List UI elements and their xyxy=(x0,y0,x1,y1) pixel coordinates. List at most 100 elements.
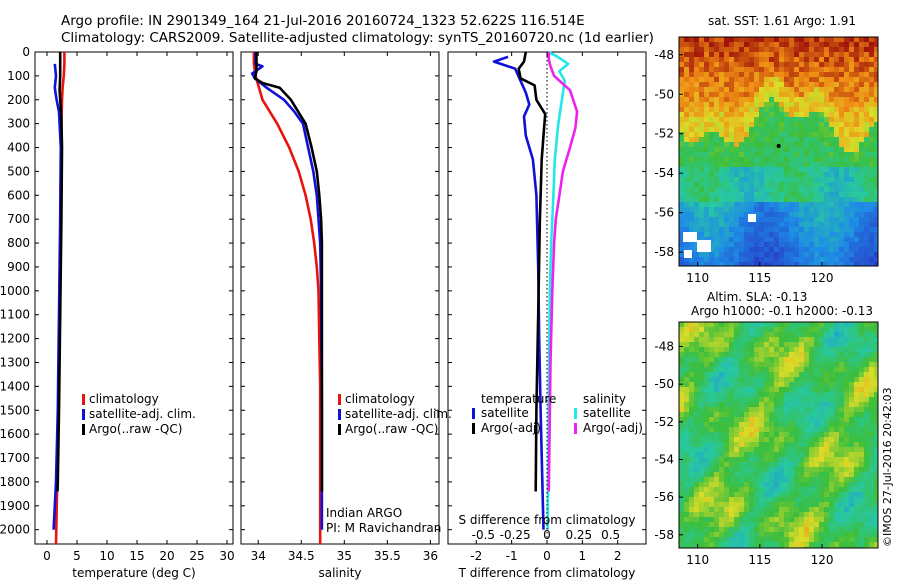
map-y-tick-label: -56 xyxy=(654,206,674,220)
map-frame xyxy=(678,321,879,549)
x-tick-label: -1 xyxy=(506,549,518,563)
map-y-tick-label: -54 xyxy=(654,452,674,466)
map-x-tick-label: 115 xyxy=(748,271,771,285)
map-x-tick-label: 120 xyxy=(811,553,834,567)
legend-swatch xyxy=(82,394,85,405)
y-tick-label: 1400 xyxy=(0,379,30,393)
y-tick-label: 1500 xyxy=(0,403,30,417)
x-tick-label: 0 xyxy=(543,549,551,563)
s-axis-label: S difference from climatology xyxy=(459,513,636,527)
series-line-2 xyxy=(546,50,570,530)
x-tick-label: 10 xyxy=(99,549,114,563)
series-line-2 xyxy=(253,52,324,492)
x-axis-label: salinity xyxy=(318,566,361,580)
s-tick-label: -0.25 xyxy=(500,528,531,542)
annotation-line2: PI: M Ravichandran xyxy=(326,521,441,535)
y-tick-label: 1100 xyxy=(0,308,30,322)
series-line-1 xyxy=(517,51,547,492)
legend-swatch xyxy=(574,423,577,434)
legend-label: Argo(..raw -QC) xyxy=(345,422,438,436)
legend-label: Argo(-adj) xyxy=(583,421,643,435)
map-mask xyxy=(684,250,692,258)
plot-frame xyxy=(240,51,440,545)
map-mask xyxy=(697,240,711,252)
y-tick-label: 1700 xyxy=(0,451,30,465)
y-tick-label: 1200 xyxy=(0,332,30,346)
s-tick-label: 0.5 xyxy=(601,528,620,542)
legend-swatch xyxy=(338,394,341,405)
annotation-line1: Indian ARGO xyxy=(326,506,402,520)
legend-label: Argo(..raw -QC) xyxy=(89,422,182,436)
map-x-tick-label: 115 xyxy=(748,553,771,567)
legend-swatch xyxy=(574,408,577,419)
s-tick-label: -0.5 xyxy=(472,528,495,542)
difference-from-climatology-panel: -2 -1 0 1 2 T difference from climatology -0.5… xyxy=(447,50,647,580)
legend-swatch xyxy=(82,409,85,420)
x-axis-label: T difference from climatology xyxy=(458,566,636,580)
x-tick-label: 1 xyxy=(579,549,587,563)
y-tick-label: 200 xyxy=(7,93,30,107)
y-tick-label: 1900 xyxy=(0,499,30,513)
legend-swatch xyxy=(472,423,475,434)
y-tick-label: 100 xyxy=(7,69,30,83)
y-tick-label: 1300 xyxy=(0,355,30,369)
s-tick-label: 0.25 xyxy=(565,528,592,542)
map-y-tick-label: -48 xyxy=(654,48,674,62)
map-y-tick-label: -50 xyxy=(654,87,674,101)
x-tick-label: 35.5 xyxy=(374,549,401,563)
y-tick-label: 300 xyxy=(7,117,30,131)
map-mask xyxy=(748,214,756,222)
salinity-profile-panel: 34 34.5 35 35.5 36 salinity xyxy=(240,51,440,580)
legend-label: satellite-adj. clim. xyxy=(345,407,452,421)
y-tick-label: 0 xyxy=(22,45,30,59)
chart-title-line2: Climatology: CARS2009. Satellite-adjuste… xyxy=(61,30,654,46)
x-tick-label: 34.5 xyxy=(288,549,315,563)
map-x-tick-label: 120 xyxy=(811,271,834,285)
chart-title-line1: Argo profile: IN 2901349_164 21-Jul-2016… xyxy=(61,13,585,29)
y-tick-label: 600 xyxy=(7,188,30,202)
x-tick-label: 15 xyxy=(129,549,144,563)
y-tick-label: 500 xyxy=(7,164,30,178)
legend-label: Argo(-adj) xyxy=(481,421,541,435)
x-axis-label: temperature (deg C) xyxy=(72,566,195,580)
sst-map-title: sat. SST: 1.61 Argo: 1.91 xyxy=(708,14,857,28)
y-tick-label: 900 xyxy=(7,260,30,274)
y-tick-label: 800 xyxy=(7,236,30,250)
series-line-3 xyxy=(547,52,579,492)
x-tick-label: 34 xyxy=(251,549,266,563)
y-tick-label: 2000 xyxy=(0,523,30,537)
sla-map: 110 115 120 -48 -50 -52 -54 -56 -58 xyxy=(654,321,879,567)
profile-location-marker xyxy=(776,144,781,149)
legend-title-temperature: temperature xyxy=(481,392,556,406)
x-tick-label: 25 xyxy=(189,549,204,563)
s-tick-label: 0 xyxy=(543,528,551,542)
series-line-1 xyxy=(250,52,324,530)
map-y-tick-label: -58 xyxy=(654,245,674,259)
map-y-tick-label: -56 xyxy=(654,490,674,504)
x-tick-label: 36 xyxy=(423,549,438,563)
legend-label: satellite xyxy=(481,406,529,420)
map-mask xyxy=(683,232,697,242)
map-x-tick-label: 110 xyxy=(686,553,709,567)
sla-map-title-line1: Altim. SLA: -0.13 xyxy=(707,290,808,304)
temperature-profile-panel: 0100200300400500600700800900100011001200… xyxy=(0,45,235,580)
legend-swatch xyxy=(338,409,341,420)
legend-label: satellite xyxy=(583,406,631,420)
x-tick-label: 20 xyxy=(159,549,174,563)
legend-title-salinity: salinity xyxy=(583,392,626,406)
series-line-0 xyxy=(252,52,322,544)
map-y-tick-label: -48 xyxy=(654,339,674,353)
sla-map-title-line2: Argo h1000: -0.1 h2000: -0.13 xyxy=(691,304,873,318)
x-tick-label: 2 xyxy=(614,549,622,563)
x-tick-label: -2 xyxy=(470,549,482,563)
map-y-tick-label: -52 xyxy=(654,415,674,429)
y-tick-label: 1800 xyxy=(0,475,30,489)
series-line-2 xyxy=(56,52,64,492)
legend-label: satellite-adj. clim. xyxy=(89,407,196,421)
legend-label: climatology xyxy=(345,392,415,406)
y-tick-label: 1000 xyxy=(0,284,30,298)
y-tick-label: 400 xyxy=(7,141,30,155)
x-tick-label: 5 xyxy=(73,549,81,563)
x-tick-label: 30 xyxy=(219,549,234,563)
